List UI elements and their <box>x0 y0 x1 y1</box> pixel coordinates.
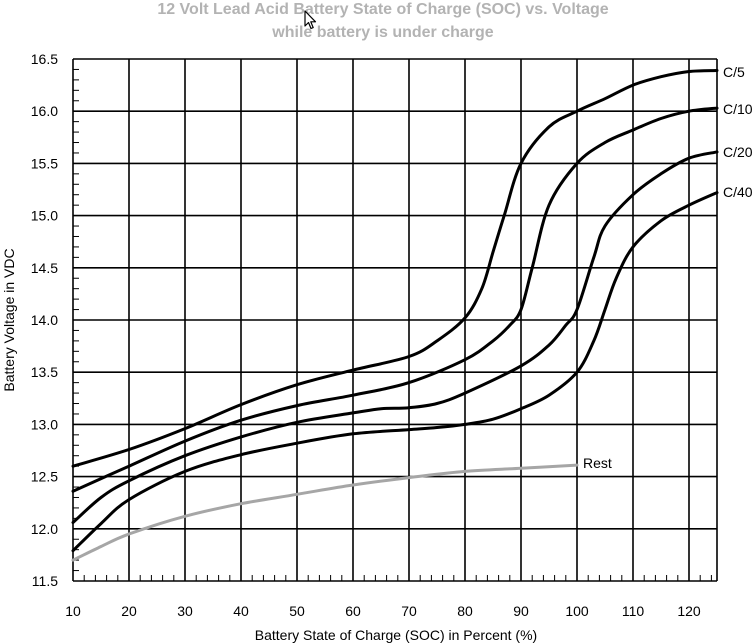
series-label-c5: C/5 <box>723 64 745 80</box>
y-axis-label: Battery Voltage in VDC <box>1 248 17 391</box>
x-tick-label: 90 <box>513 603 529 619</box>
y-tick-label: 12.5 <box>31 469 58 485</box>
x-tick-label: 110 <box>622 603 645 619</box>
series-label-rest: Rest <box>583 455 612 471</box>
y-tick-label: 11.5 <box>32 573 58 589</box>
chart-title: 12 Volt Lead Acid Battery State of Charg… <box>157 1 608 18</box>
x-tick-label: 120 <box>677 603 701 619</box>
x-tick-label: 50 <box>289 603 305 619</box>
x-tick-label: 30 <box>177 603 193 619</box>
series-label-c10: C/10 <box>723 101 753 117</box>
chart-subtitle: while battery is under charge <box>271 24 494 41</box>
mouse-pointer-icon <box>304 10 317 30</box>
series-line-rest <box>71 463 579 562</box>
y-axis-tick-labels: 11.5 12.0 12.5 13.0 13.5 14.0 14.5 15.0 … <box>31 51 58 589</box>
x-tick-label: 100 <box>565 603 589 619</box>
x-tick-label: 80 <box>457 603 473 619</box>
y-tick-label: 16.0 <box>31 103 58 119</box>
series-line-c40 <box>71 191 719 553</box>
x-tick-label: 10 <box>65 603 81 619</box>
y-tick-label: 15.5 <box>31 155 58 171</box>
y-tick-label: 16.5 <box>31 51 58 67</box>
series-lines <box>71 69 719 562</box>
x-tick-label: 40 <box>233 603 249 619</box>
y-tick-label: 12.0 <box>31 521 58 537</box>
series-line-c10 <box>71 106 719 493</box>
series-line-c20 <box>71 150 719 524</box>
y-tick-label: 13.0 <box>31 416 58 432</box>
x-tick-label: 70 <box>401 603 417 619</box>
y-tick-label: 13.5 <box>31 364 58 380</box>
x-tick-label: 20 <box>121 603 137 619</box>
x-axis-label: Battery State of Charge (SOC) in Percent… <box>255 627 537 643</box>
gridlines <box>72 58 718 582</box>
series-label-c40: C/40 <box>723 184 753 200</box>
x-tick-label: 60 <box>345 603 361 619</box>
y-tick-label: 14.5 <box>31 260 58 276</box>
series-labels: C/5 C/10 C/20 C/40 Rest <box>583 64 753 471</box>
x-axis-tick-labels: 10 20 30 40 50 60 70 80 90 100 110 120 <box>65 603 701 619</box>
series-line-c5 <box>71 69 719 468</box>
y-tick-label: 14.0 <box>31 312 58 328</box>
series-label-c20: C/20 <box>723 144 753 160</box>
minor-tick-marks <box>73 68 712 581</box>
y-tick-label: 15.0 <box>31 208 58 224</box>
